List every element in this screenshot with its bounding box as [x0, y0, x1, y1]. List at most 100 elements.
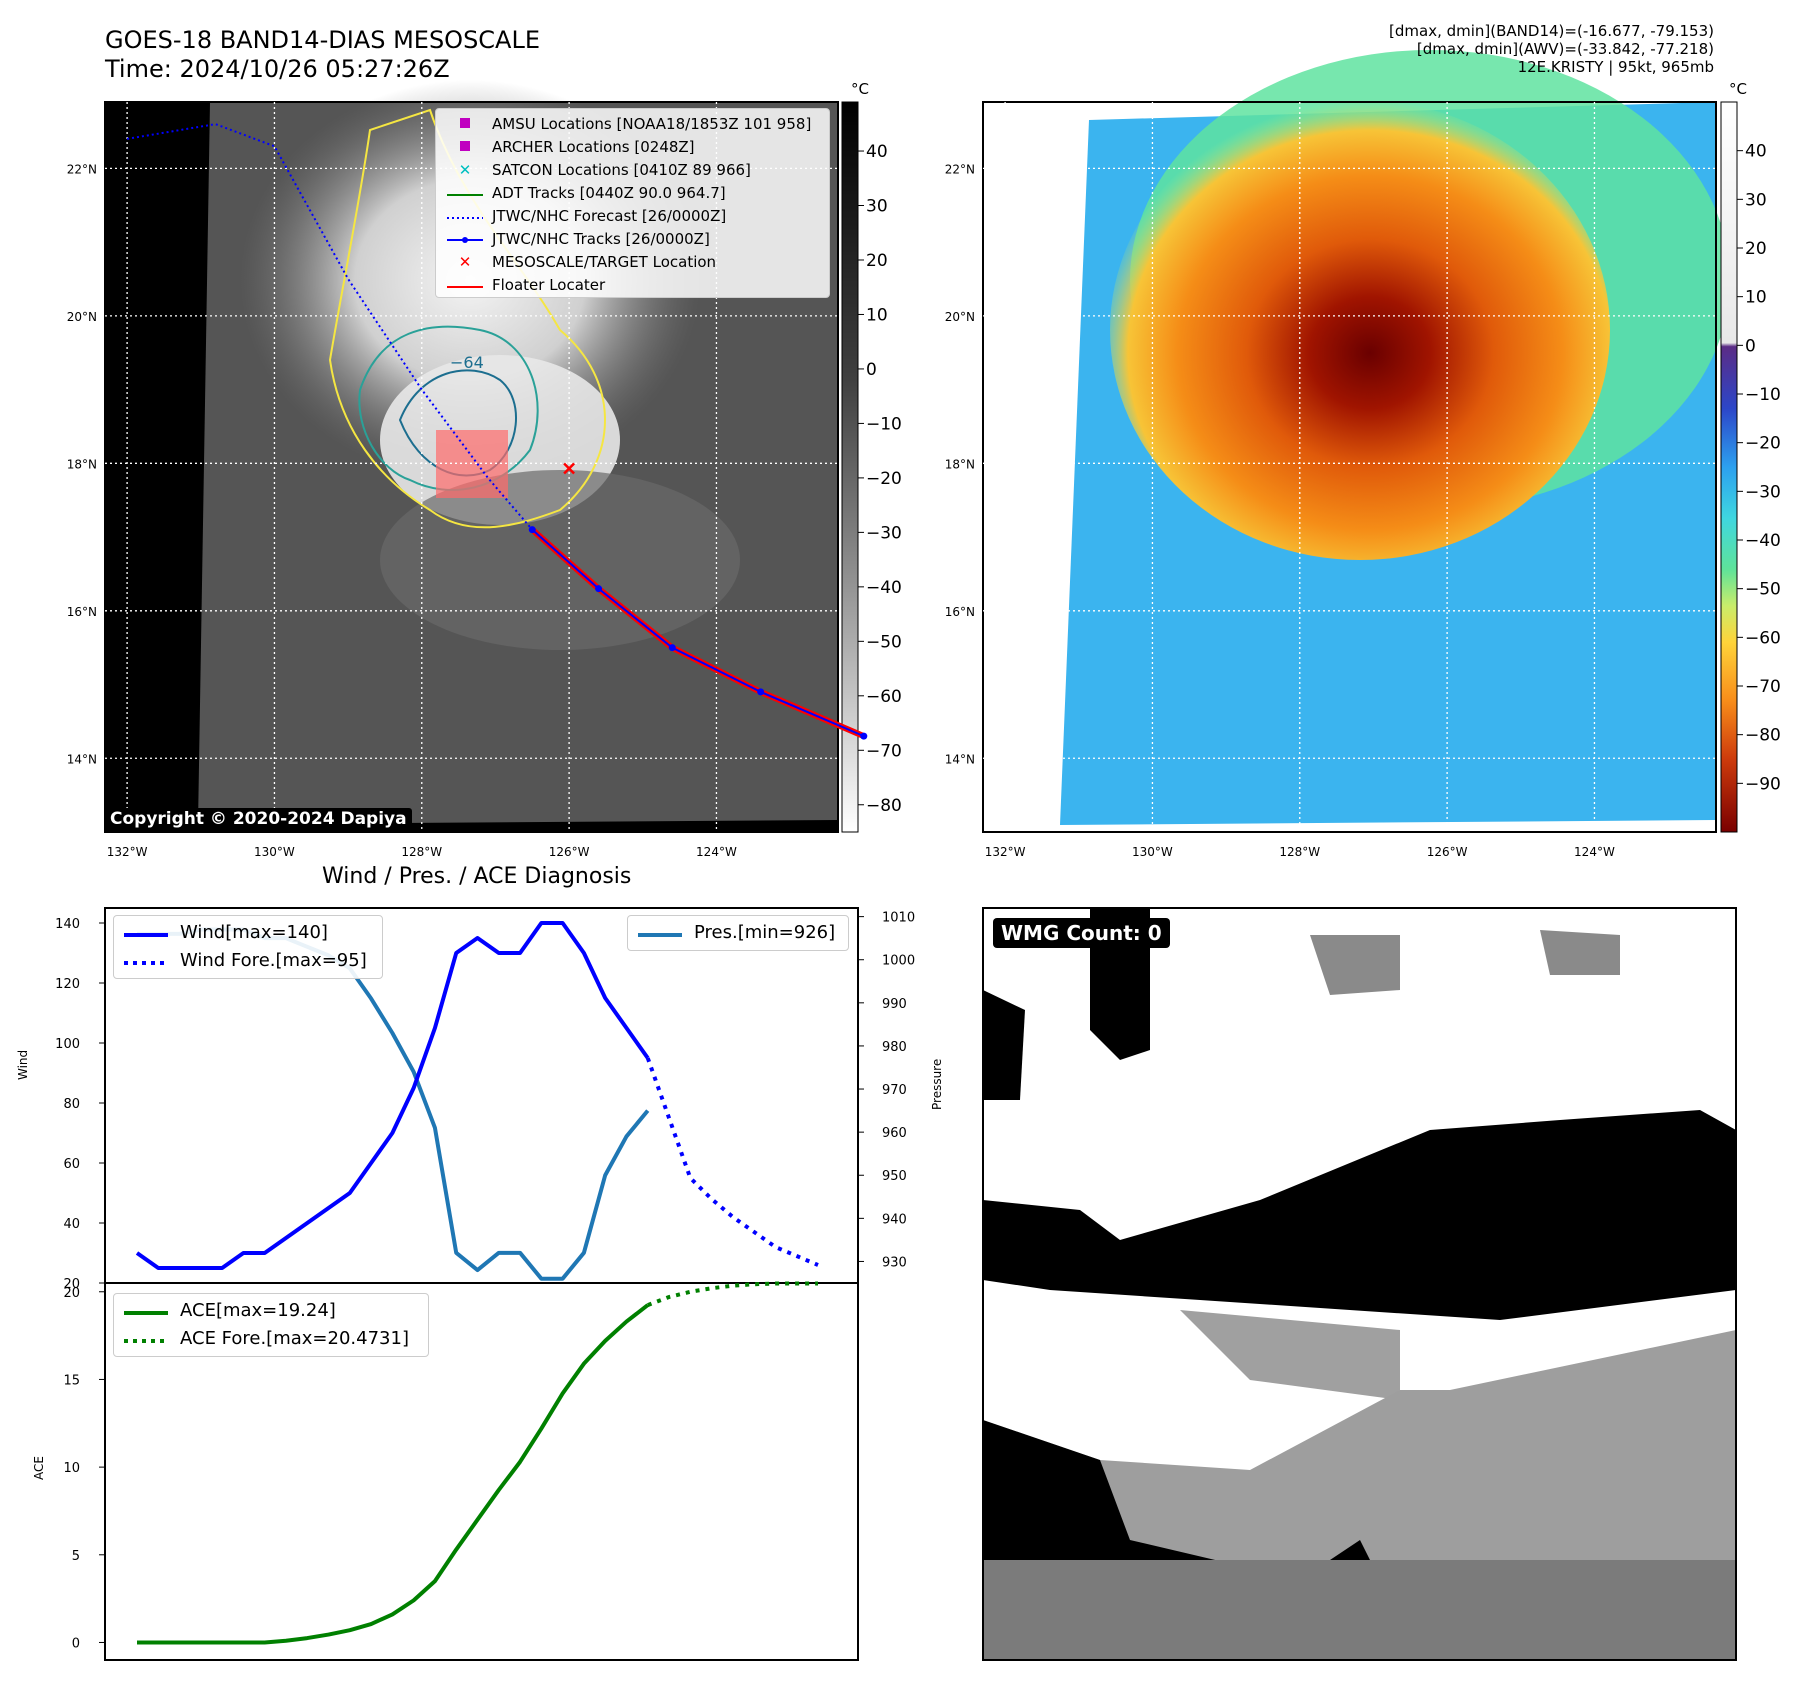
colorbar-tick-label: 0 [1745, 336, 1756, 356]
figure-title: GOES-18 BAND14-DIAS MESOSCALE Time: 2024… [105, 26, 540, 84]
info-header: [dmax, dmin](BAND14)=(-16.677, -79.153) … [1114, 22, 1714, 76]
floater-box [436, 430, 508, 498]
red-x-icon: ✕ [458, 253, 472, 271]
legend-label: JTWC/NHC Forecast [26/0000Z] [492, 207, 727, 225]
lon-tick-label: 124°W [696, 845, 737, 859]
ace-line [137, 1303, 649, 1645]
cyan-x-icon: ✕ [458, 161, 472, 179]
colorbar-tick-label: −70 [866, 741, 902, 761]
blue-dotted-line-icon [444, 205, 486, 228]
wind-tick-label: 20 [63, 1277, 80, 1292]
legend-item-tracks: JTWC/NHC Tracks [26/0000Z] [444, 228, 821, 251]
blue-line-icon [122, 919, 172, 947]
lon-tick-label: 124°W [1574, 845, 1615, 859]
pressure-tick-label: 960 [882, 1126, 907, 1141]
green-line-icon [122, 1297, 172, 1325]
legend-item-forecast: JTWC/NHC Forecast [26/0000Z] [444, 205, 821, 228]
wind-forecast-line [645, 1057, 819, 1267]
wind-tick-label: 80 [63, 1097, 80, 1112]
steelblue-line-icon [636, 919, 686, 947]
wind-legend: Wind[max=140] Wind Fore.[max=95] [113, 915, 383, 979]
awv-storm [1110, 100, 1610, 560]
lat-tick-label: 18°N [67, 457, 97, 471]
colorbar-tick-label: −20 [1745, 434, 1781, 454]
colorbar-tick-label: −90 [1745, 774, 1781, 794]
legend-item-pres: Pres.[min=926] [636, 919, 840, 947]
colorbar-tick-label: −80 [1745, 726, 1781, 746]
wind-tick-label: 40 [63, 1217, 80, 1232]
legend-label: AMSU Locations [NOAA18/1853Z 101 958] [492, 115, 812, 133]
colorbar-tick-label: 0 [866, 360, 877, 380]
info-line3: 12E.KRISTY | 95kt, 965mb [1517, 58, 1714, 76]
jtwc-track-point [757, 688, 765, 696]
lat-tick-label: 20°N [945, 310, 975, 324]
pressure-line [137, 927, 650, 1281]
legend-item-archer: ARCHER Locations [0248Z] [444, 136, 821, 159]
wind-tick-label: 100 [55, 1037, 80, 1052]
pressure-tick-label: 1010 [882, 911, 915, 926]
title-line2: Time: 2024/10/26 05:27:26Z [105, 55, 450, 83]
jtwc-track-point [860, 732, 868, 740]
ace-tick-label: 20 [63, 1286, 80, 1301]
colorbar-tick-label: −10 [866, 414, 902, 434]
lat-tick-label: 14°N [67, 752, 97, 766]
colorbar-tick-label: −80 [866, 796, 902, 816]
colorbar-tick-label: 10 [866, 305, 888, 325]
pressure-tick-label: 950 [882, 1169, 907, 1184]
legend-label: Pres.[min=926] [694, 922, 836, 943]
legend-label: Wind Fore.[max=95] [180, 950, 367, 971]
legend-label: ACE[max=19.24] [180, 1300, 336, 1321]
lat-tick-label: 14°N [945, 752, 975, 766]
lon-tick-label: 126°W [549, 845, 590, 859]
wmg-black-band [983, 1110, 1736, 1320]
colorbar-tick-label: −20 [866, 469, 902, 489]
lon-tick-label: 132°W [985, 845, 1026, 859]
pressure-axis-label: Pressure [930, 1058, 944, 1110]
wmg-gray-patch [1180, 1310, 1400, 1400]
ace-tick-label: 10 [63, 1461, 80, 1476]
target-marker [563, 462, 575, 475]
wmg-count-badge: WMG Count: 0 [993, 918, 1170, 948]
ace-tick-label: 0 [72, 1636, 80, 1651]
legend-label: Floater Locater [492, 276, 606, 294]
wind-axis-label: Wind [16, 1049, 30, 1080]
blue-dotted-line-icon [122, 947, 172, 975]
wind-line [135, 921, 650, 1270]
diagnosis-ticks: 1401201008060402010101000990980970960950… [55, 911, 915, 1652]
ace-legend: ACE[max=19.24] ACE Fore.[max=20.4731] [113, 1293, 429, 1357]
lat-tick-label: 22°N [67, 162, 97, 176]
lon-tick-label: 126°W [1427, 845, 1468, 859]
lat-tick-label: 22°N [945, 162, 975, 176]
lon-tick-label: 132°W [107, 845, 148, 859]
colorbar-tick-label: 40 [1745, 142, 1767, 162]
wmg-gray-top2 [1540, 930, 1620, 975]
colorbar-ticks: 40 30 20 10 0 −10 −20 −30 −40 −50 −60 −70 −80 40 30 20 1… [858, 142, 1781, 816]
ace-forecast-line [647, 1281, 818, 1307]
legend-item-ace-fore: ACE Fore.[max=20.4731] [122, 1325, 420, 1353]
green-line-icon [444, 182, 486, 205]
colorbar-tick-label: −70 [1745, 677, 1781, 697]
colorbar-tick-label: 40 [866, 142, 888, 162]
magenta-square-icon [444, 136, 486, 159]
lat-tick-label: 20°N [67, 310, 97, 324]
legend-item-wind-fore: Wind Fore.[max=95] [122, 947, 374, 975]
awv-map [982, 50, 1730, 833]
colorbar-tick-label: −30 [866, 523, 902, 543]
pressure-tick-label: 990 [882, 997, 907, 1012]
pressure-tick-label: 930 [882, 1255, 907, 1270]
contour-yellow [328, 108, 606, 529]
green-dotted-line-icon [122, 1325, 172, 1353]
info-line1: [dmax, dmin](BAND14)=(-16.677, -79.153) [1389, 22, 1714, 40]
legend-label: ADT Tracks [0440Z 90.0 964.7] [492, 184, 726, 202]
wmg-black-left [983, 990, 1025, 1100]
colorbar-tick-label: −40 [1745, 531, 1781, 551]
legend-item-ace: ACE[max=19.24] [122, 1297, 420, 1325]
ace-tick-label: 15 [63, 1373, 80, 1388]
lon-tick-label: 128°W [1279, 845, 1320, 859]
colorbar-tick-label: 30 [1745, 190, 1767, 210]
wmg-dark-gray [983, 1560, 1736, 1660]
wmg-gray-top [1310, 935, 1400, 995]
copyright-badge: Copyright © 2020-2024 Dapiya [105, 808, 412, 830]
lat-tick-label: 16°N [945, 605, 975, 619]
